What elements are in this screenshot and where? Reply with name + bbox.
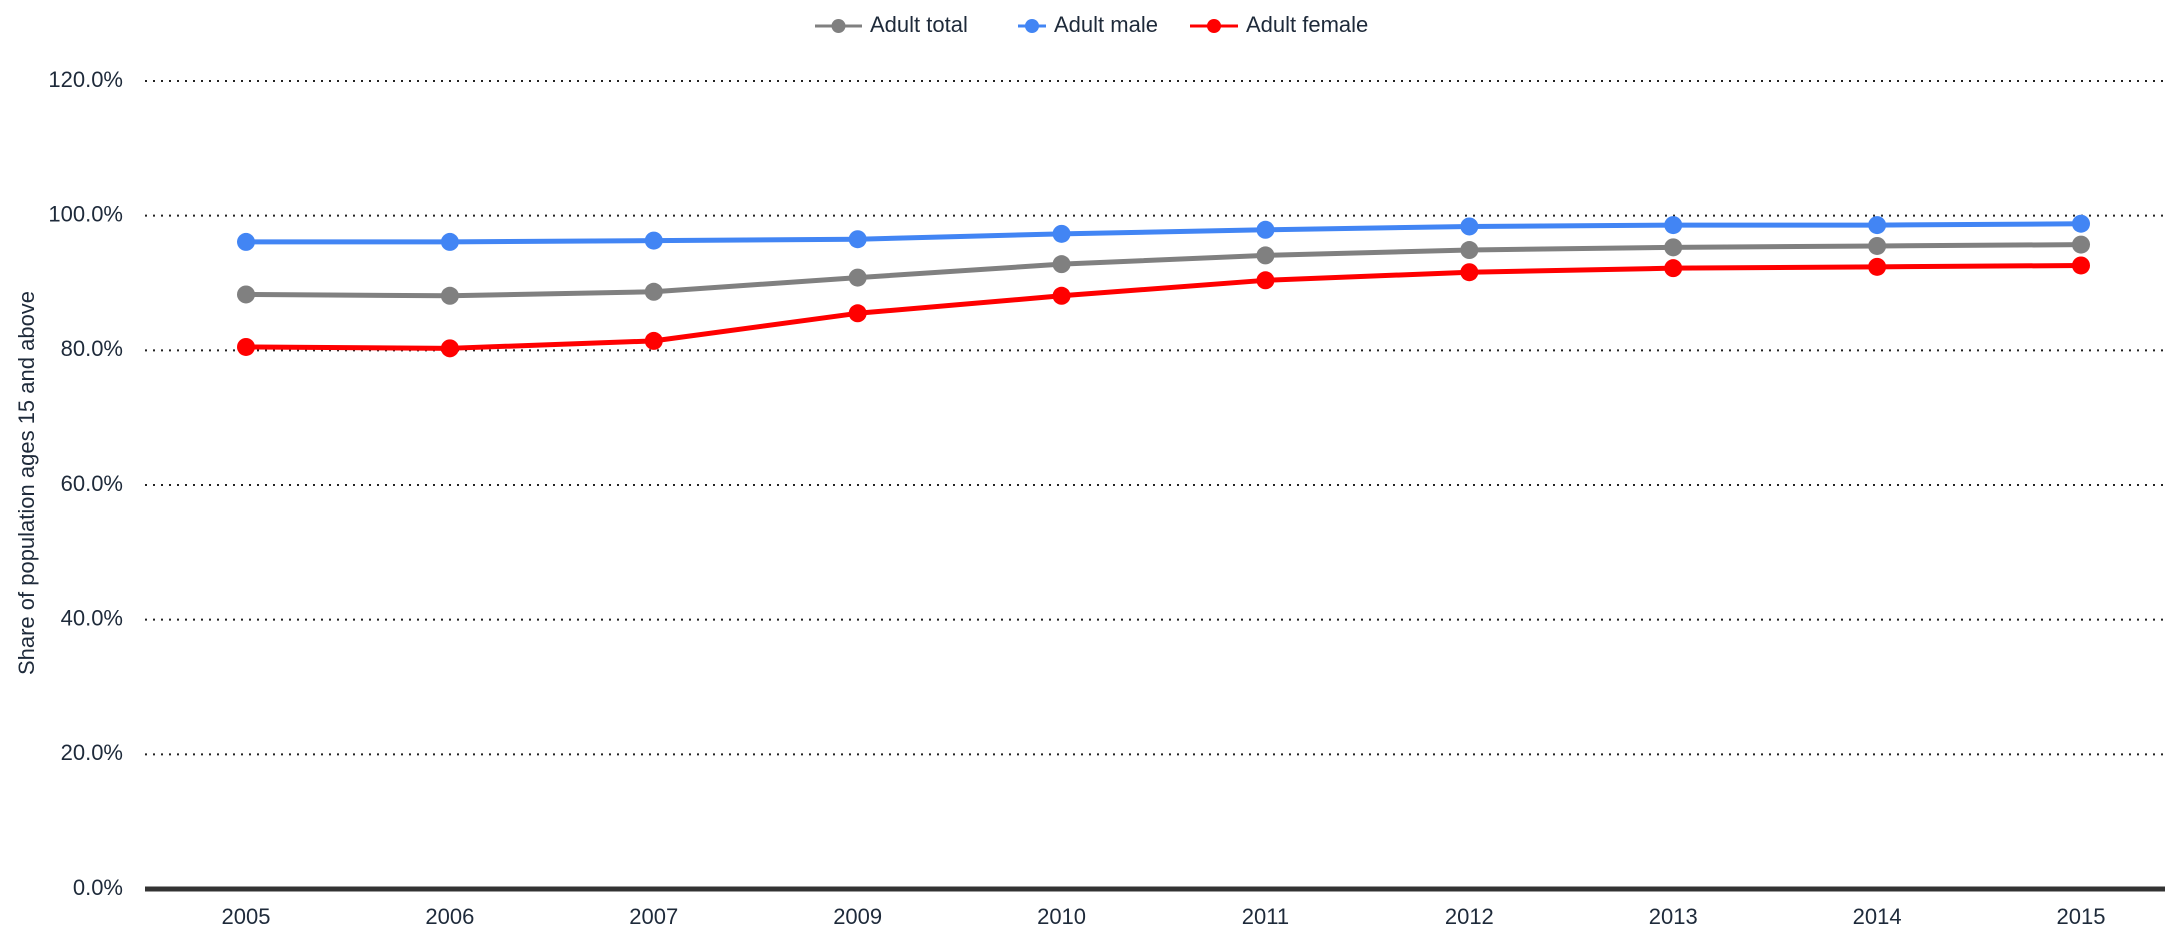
- data-point: [848, 304, 867, 323]
- data-point: [1052, 255, 1071, 274]
- x-tick-label: 2006: [425, 904, 474, 929]
- data-point: [440, 232, 459, 251]
- data-point: [1664, 259, 1683, 278]
- x-tick-label: 2011: [1242, 904, 1289, 929]
- data-point: [1664, 238, 1683, 257]
- y-tick-label: 40.0%: [61, 605, 123, 630]
- data-point: [644, 282, 663, 301]
- data-point: [1256, 271, 1275, 290]
- x-tick-label: 2014: [1853, 904, 1902, 929]
- data-point: [1256, 220, 1275, 239]
- legend-marker: [831, 19, 846, 33]
- x-tick-label: 2012: [1445, 904, 1494, 929]
- series-line: [246, 221, 2082, 245]
- legend-label: Adult male: [1054, 12, 1158, 37]
- data-point: [1052, 286, 1071, 305]
- series-line: [245, 262, 2082, 351]
- data-point: [2072, 256, 2090, 275]
- data-point: [644, 231, 663, 250]
- data-point: [440, 286, 459, 305]
- x-tick-label: 2005: [222, 904, 271, 929]
- data-point: [848, 268, 867, 287]
- data-point: [2072, 214, 2090, 233]
- legend-marker: [1207, 19, 1221, 33]
- y-tick-label: 0.0%: [73, 875, 123, 900]
- data-point: [1460, 217, 1479, 236]
- data-point: [237, 337, 255, 356]
- legend-label: Adult female: [1246, 12, 1368, 37]
- y-tick-label: 120.0%: [48, 67, 123, 92]
- legend-marker: [1025, 19, 1039, 33]
- data-point: [1460, 241, 1479, 260]
- data-point: [440, 339, 459, 358]
- y-tick-label: 60.0%: [61, 471, 123, 496]
- data-point: [1868, 257, 1887, 276]
- series-line: [245, 242, 2082, 299]
- data-point: [1868, 236, 1887, 255]
- y-tick-label: 20.0%: [61, 740, 123, 765]
- data-point: [1052, 224, 1071, 243]
- legend-label: Adult total: [870, 12, 968, 37]
- x-tick-label: 2010: [1037, 904, 1086, 929]
- data-point: [1868, 216, 1887, 235]
- y-tick-label: 80.0%: [61, 336, 123, 361]
- data-point: [237, 232, 255, 251]
- data-point: [1664, 216, 1683, 235]
- x-tick-label: 2007: [629, 904, 678, 929]
- x-tick-label: 2009: [833, 904, 882, 929]
- data-point: [1256, 246, 1275, 265]
- data-point: [848, 230, 867, 249]
- data-point: [2072, 235, 2090, 254]
- x-tick-label: 2013: [1649, 904, 1698, 929]
- data-point: [644, 331, 663, 350]
- data-point: [237, 285, 255, 304]
- x-tick-label: 2015: [2057, 904, 2106, 929]
- data-point: [1460, 263, 1479, 282]
- y-axis-label: Share of population ages 15 and above: [14, 291, 39, 675]
- y-tick-label: 100.0%: [48, 201, 123, 226]
